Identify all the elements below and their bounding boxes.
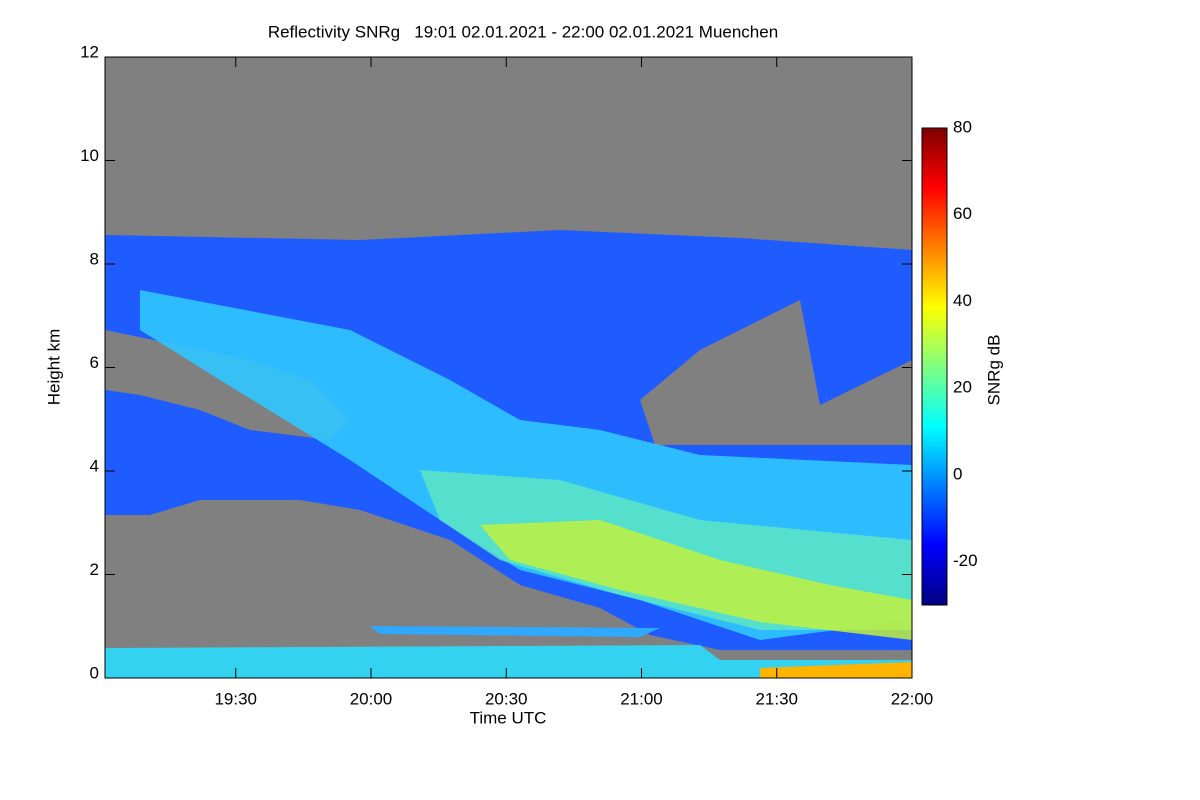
y-tick-label: 8 [90,249,99,268]
x-tick-label: 20:00 [350,689,393,708]
chart-title: Reflectivity SNRg 19:01 02.01.2021 - 22:… [268,22,778,41]
y-tick-label: 2 [90,560,99,579]
x-tick-label: 19:30 [214,689,257,708]
x-axis-label: Time UTC [470,708,547,727]
colorbar [921,127,948,606]
y-tick-label: 6 [90,353,99,372]
colorbar-tick-label: 20 [953,378,972,397]
y-tick-label: 0 [90,663,99,682]
colorbar-tick-label: -20 [953,551,978,570]
y-tick-label: 12 [80,42,99,61]
colorbar-tick-label: 60 [953,204,972,223]
x-tick-label: 20:30 [485,689,528,708]
x-tick-label: 21:30 [755,689,798,708]
reflectivity-field [105,230,912,678]
colorbar-tick-label: 40 [953,291,972,310]
x-tick-label: 22:00 [891,689,934,708]
y-tick-label: 10 [80,146,99,165]
x-tick-label: 21:00 [620,689,663,708]
y-tick-label: 4 [90,456,99,475]
colorbar-tick-label: 0 [953,464,962,483]
colorbar-tick-label: 80 [953,117,972,136]
y-axis-label: Height km [44,329,63,406]
colorbar-label: SNRg dB [984,335,1003,406]
